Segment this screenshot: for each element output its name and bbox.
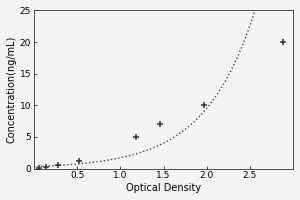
Y-axis label: Concentration(ng/mL): Concentration(ng/mL) (7, 36, 17, 143)
X-axis label: Optical Density: Optical Density (126, 183, 201, 193)
